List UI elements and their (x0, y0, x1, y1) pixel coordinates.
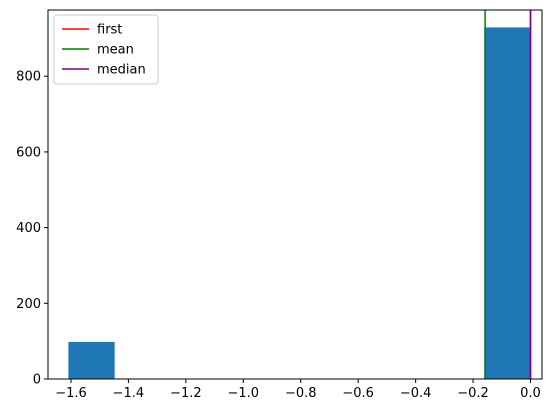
y-tick-label-1: 200 (16, 297, 41, 312)
x-axis: −1.6 −1.4 −1.2 −1.0 −0.8 −0.6 −0.4 −0.2 0.0 (55, 379, 541, 401)
histogram-bar-9 (484, 27, 531, 379)
first-legend-label: first (97, 23, 122, 38)
mean-legend-label: mean (97, 43, 134, 58)
legend-box (53, 14, 159, 85)
x-tick-label-6: −0.4 (400, 386, 432, 401)
y-tick-label-4: 800 (16, 70, 41, 85)
x-tick-label-5: −0.6 (342, 386, 374, 401)
y-tick-label-2: 400 (16, 221, 41, 236)
bars-layer (68, 27, 531, 379)
x-tick-label-8: 0.0 (520, 386, 541, 401)
y-tick-label-0: 0 (33, 373, 41, 388)
y-tick-label-3: 600 (16, 145, 41, 160)
x-tick-label-2: −1.2 (170, 386, 202, 401)
plot-frame (47, 9, 543, 380)
x-tick-label-0: −1.6 (55, 386, 87, 401)
median-legend-label: median (97, 63, 146, 78)
x-tick-label-7: −0.2 (457, 386, 489, 401)
legend: first mean median (53, 14, 159, 85)
x-tick-label-1: −1.4 (113, 386, 145, 401)
x-tick-label-4: −0.8 (285, 386, 317, 401)
y-axis: 0 200 400 600 800 (16, 70, 48, 388)
histogram-bar-0 (68, 341, 115, 379)
vertical-lines-layer (484, 10, 532, 379)
x-tick-label-3: −1.0 (228, 386, 260, 401)
